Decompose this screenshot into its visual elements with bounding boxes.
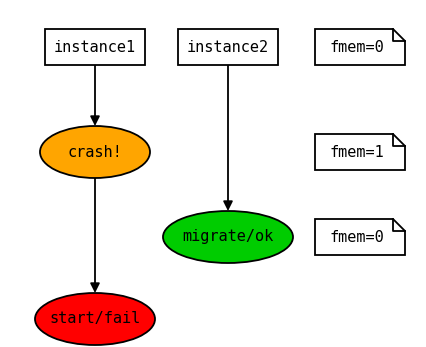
Ellipse shape <box>40 126 150 178</box>
FancyBboxPatch shape <box>178 29 278 65</box>
Polygon shape <box>315 134 405 170</box>
Polygon shape <box>315 29 405 65</box>
Text: start/fail: start/fail <box>49 312 141 327</box>
FancyBboxPatch shape <box>45 29 145 65</box>
Ellipse shape <box>163 211 293 263</box>
Text: fmem=1: fmem=1 <box>330 144 384 160</box>
Text: fmem=0: fmem=0 <box>330 40 384 54</box>
Polygon shape <box>315 219 405 255</box>
Text: instance1: instance1 <box>54 40 136 54</box>
Text: fmem=0: fmem=0 <box>330 229 384 245</box>
Text: migrate/ok: migrate/ok <box>182 229 273 245</box>
Ellipse shape <box>35 293 155 345</box>
Text: crash!: crash! <box>68 144 122 160</box>
Text: instance2: instance2 <box>187 40 269 54</box>
